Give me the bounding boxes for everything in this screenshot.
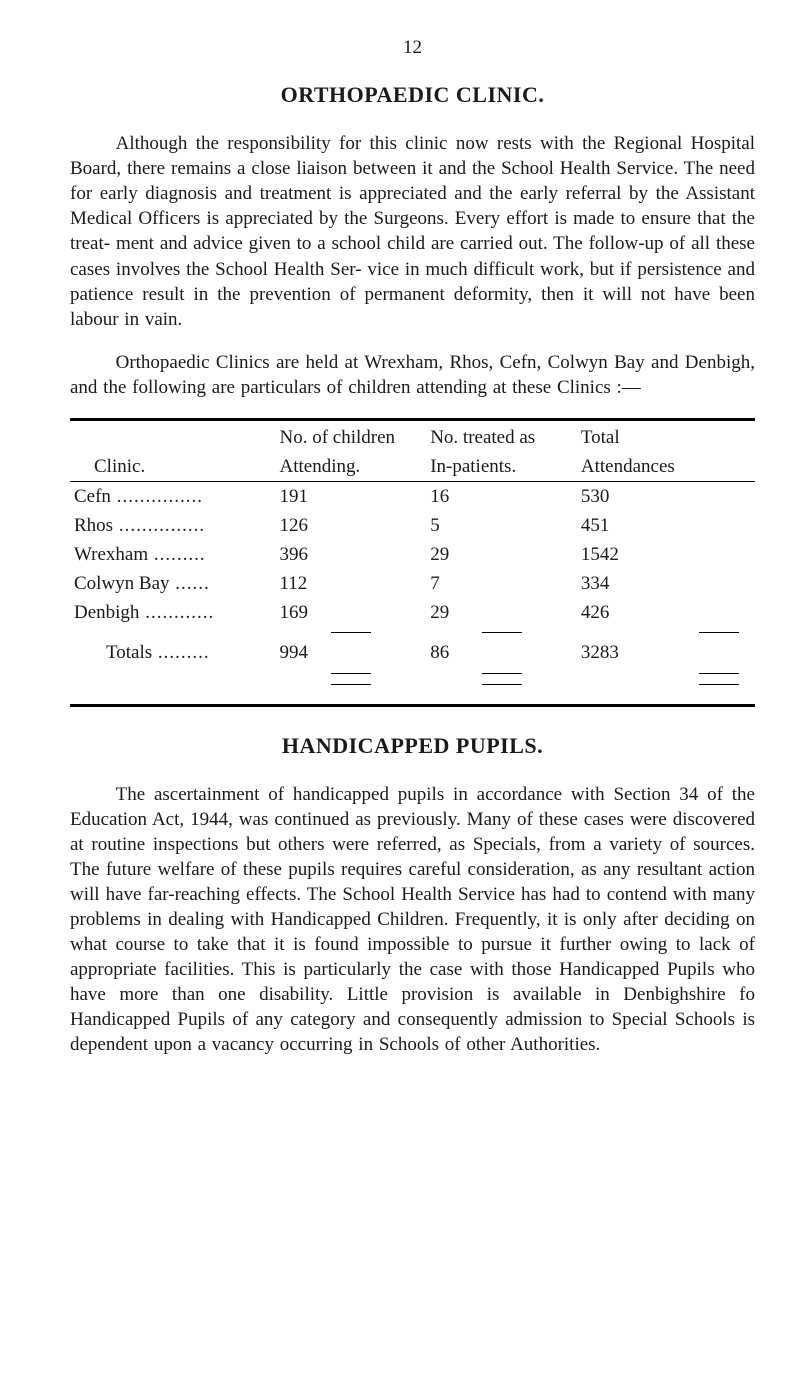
total-rule-b bbox=[482, 684, 522, 685]
table-totals-row: Totals 994 86 3283 bbox=[70, 638, 755, 667]
totals-attending: 994 bbox=[276, 638, 427, 667]
clinic-treated: 29 bbox=[426, 598, 577, 627]
clinic-name: Cefn bbox=[70, 482, 276, 511]
clinic-table: No. of children No. treated as Total Cli… bbox=[70, 423, 755, 690]
table-header-row-2: Clinic. Attending. In-patients. Attendan… bbox=[70, 452, 755, 481]
clinic-name: Wrexham bbox=[70, 540, 276, 569]
table-row: Rhos 126 5 451 bbox=[70, 511, 755, 540]
subtotal-rule bbox=[331, 632, 371, 633]
handicapped-heading: HANDICAPPED PUPILS. bbox=[70, 731, 755, 760]
table-bottom-rule bbox=[70, 704, 755, 707]
subtotal-rule bbox=[482, 632, 522, 633]
col-clinic: Clinic. bbox=[70, 452, 276, 481]
clinic-name: Rhos bbox=[70, 511, 276, 540]
col-treated-bot: In-patients. bbox=[426, 452, 577, 481]
subtotal-rule bbox=[699, 632, 739, 633]
col-attending-bot: Attending. bbox=[276, 452, 427, 481]
totals-total: 3283 bbox=[577, 638, 755, 667]
clinic-total: 426 bbox=[577, 598, 755, 627]
total-rule-b bbox=[699, 684, 739, 685]
total-rule bbox=[331, 673, 371, 674]
clinic-attending: 396 bbox=[276, 540, 427, 569]
table-top-rule bbox=[70, 418, 755, 421]
clinic-attending: 191 bbox=[276, 482, 427, 511]
clinic-table-wrapper: No. of children No. treated as Total Cli… bbox=[70, 418, 755, 707]
clinic-treated: 16 bbox=[426, 482, 577, 511]
clinic-attending: 169 bbox=[276, 598, 427, 627]
table-row: Wrexham 396 29 1542 bbox=[70, 540, 755, 569]
clinic-name: Colwyn Bay bbox=[70, 569, 276, 598]
table-row: Denbigh 169 29 426 bbox=[70, 598, 755, 627]
total-rule bbox=[482, 673, 522, 674]
clinic-treated: 5 bbox=[426, 511, 577, 540]
clinic-attending: 126 bbox=[276, 511, 427, 540]
col-total-top: Total bbox=[577, 423, 755, 452]
clinic-name: Denbigh bbox=[70, 598, 276, 627]
col-treated-top: No. treated as bbox=[426, 423, 577, 452]
total-rule-b bbox=[331, 684, 371, 685]
clinic-total: 530 bbox=[577, 482, 755, 511]
col-attending-top: No. of children bbox=[276, 423, 427, 452]
orthopaedic-para-2: Orthopaedic Clinics are held at Wrexham,… bbox=[70, 350, 755, 400]
orthopaedic-para-1: Although the responsibility for this cli… bbox=[70, 131, 755, 332]
table-header-row-1: No. of children No. treated as Total bbox=[70, 423, 755, 452]
total-rule bbox=[699, 673, 739, 674]
col-total-bot: Attendances bbox=[577, 452, 755, 481]
clinic-total: 334 bbox=[577, 569, 755, 598]
col-clinic-blank bbox=[70, 423, 276, 452]
clinic-total: 1542 bbox=[577, 540, 755, 569]
clinic-attending: 112 bbox=[276, 569, 427, 598]
table-row: Cefn 191 16 530 bbox=[70, 482, 755, 511]
clinic-total: 451 bbox=[577, 511, 755, 540]
totals-label: Totals bbox=[70, 638, 276, 667]
orthopaedic-heading: ORTHOPAEDIC CLINIC. bbox=[70, 80, 755, 109]
clinic-treated: 7 bbox=[426, 569, 577, 598]
table-row: Colwyn Bay 112 7 334 bbox=[70, 569, 755, 598]
clinic-treated: 29 bbox=[426, 540, 577, 569]
page-number: 12 bbox=[70, 35, 755, 60]
handicapped-para-1: The ascertainment of handicapped pupils … bbox=[70, 782, 755, 1058]
totals-treated: 86 bbox=[426, 638, 577, 667]
